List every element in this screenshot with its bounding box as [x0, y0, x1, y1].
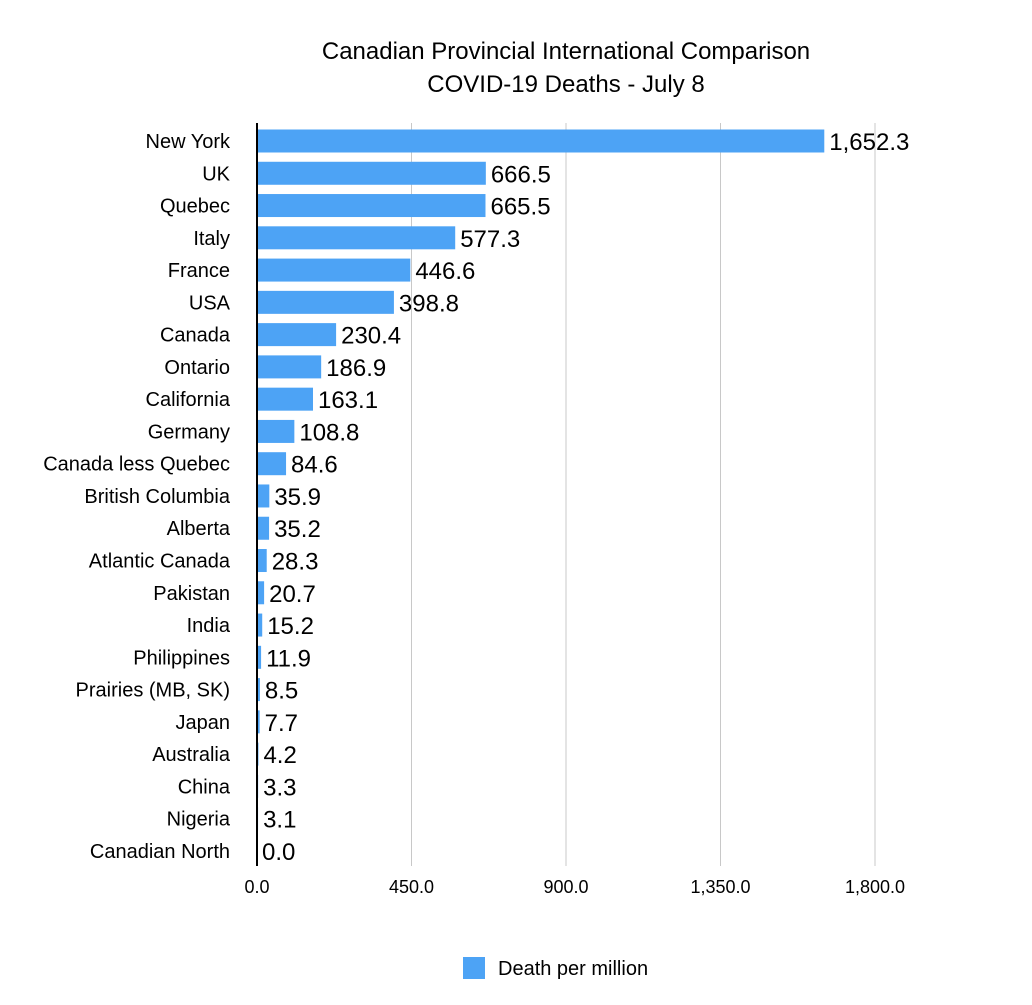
data-label: 7.7	[265, 710, 298, 737]
bar	[257, 549, 267, 573]
bar	[257, 258, 411, 282]
legend-swatch	[463, 957, 485, 979]
category-label: British Columbia	[84, 486, 230, 508]
data-label: 666.5	[491, 161, 551, 188]
x-tick-label: 450.0	[389, 877, 434, 897]
bar	[257, 194, 486, 218]
data-label: 15.2	[267, 613, 314, 640]
category-label: Italy	[193, 228, 230, 250]
category-label: Germany	[148, 421, 230, 443]
category-label: India	[187, 615, 231, 637]
data-label: 1,652.3	[829, 129, 909, 156]
bar	[257, 581, 265, 605]
category-label: China	[178, 776, 231, 798]
data-label: 3.3	[263, 774, 296, 801]
data-label: 35.2	[274, 516, 321, 543]
bar	[257, 129, 825, 153]
x-tick-label: 900.0	[543, 877, 588, 897]
category-label: Canada less Quebec	[43, 454, 230, 476]
bar	[257, 226, 456, 250]
bar	[257, 678, 260, 702]
x-tick-label: 1,800.0	[845, 877, 905, 897]
category-label: UK	[202, 163, 230, 185]
bar	[257, 419, 295, 443]
bar	[257, 484, 270, 508]
bar	[257, 645, 262, 669]
data-label: 8.5	[265, 678, 298, 705]
category-label: France	[168, 260, 230, 282]
data-label: 108.8	[299, 419, 359, 446]
data-label: 0.0	[262, 839, 295, 866]
category-label: Prairies (MB, SK)	[76, 680, 230, 702]
data-label: 186.9	[326, 355, 386, 382]
category-label: Quebec	[160, 196, 230, 218]
category-label: Canada	[160, 325, 231, 347]
bar	[257, 290, 394, 314]
data-label: 4.2	[263, 742, 296, 769]
bar	[257, 613, 263, 637]
data-label: 35.9	[274, 484, 321, 511]
data-label: 20.7	[269, 581, 316, 608]
category-label: Philippines	[133, 647, 230, 669]
data-label: 28.3	[272, 549, 319, 576]
bar	[257, 452, 287, 476]
legend-label: Death per million	[498, 958, 648, 980]
data-label: 398.8	[399, 290, 459, 317]
data-label: 665.5	[490, 194, 550, 221]
bar	[257, 161, 486, 185]
bar	[257, 710, 260, 734]
category-label: Japan	[176, 712, 231, 734]
chart-title-line-1: Canadian Provincial International Compar…	[322, 38, 810, 65]
category-label: USA	[189, 292, 231, 314]
category-label: New York	[146, 131, 231, 153]
bar	[257, 516, 270, 540]
data-label: 3.1	[263, 807, 296, 834]
chart-title-line-2: COVID-19 Deaths - July 8	[427, 71, 704, 98]
category-label: Australia	[152, 744, 231, 766]
category-label: Atlantic Canada	[89, 551, 231, 573]
data-label: 11.9	[266, 645, 311, 672]
category-label: California	[146, 389, 231, 411]
bar	[257, 323, 337, 347]
data-label: 577.3	[460, 226, 520, 253]
data-label: 230.4	[341, 323, 401, 350]
category-label: Alberta	[167, 518, 231, 540]
bar	[257, 355, 322, 379]
category-label: Canadian North	[90, 841, 230, 863]
x-tick-label: 0.0	[244, 877, 269, 897]
data-label: 446.6	[415, 258, 475, 285]
bar	[257, 387, 313, 411]
x-tick-label: 1,350.0	[690, 877, 750, 897]
category-label: Ontario	[164, 357, 230, 379]
data-label: 163.1	[318, 387, 378, 414]
category-label: Nigeria	[167, 809, 231, 831]
category-label: Pakistan	[153, 583, 230, 605]
data-label: 84.6	[291, 452, 338, 479]
